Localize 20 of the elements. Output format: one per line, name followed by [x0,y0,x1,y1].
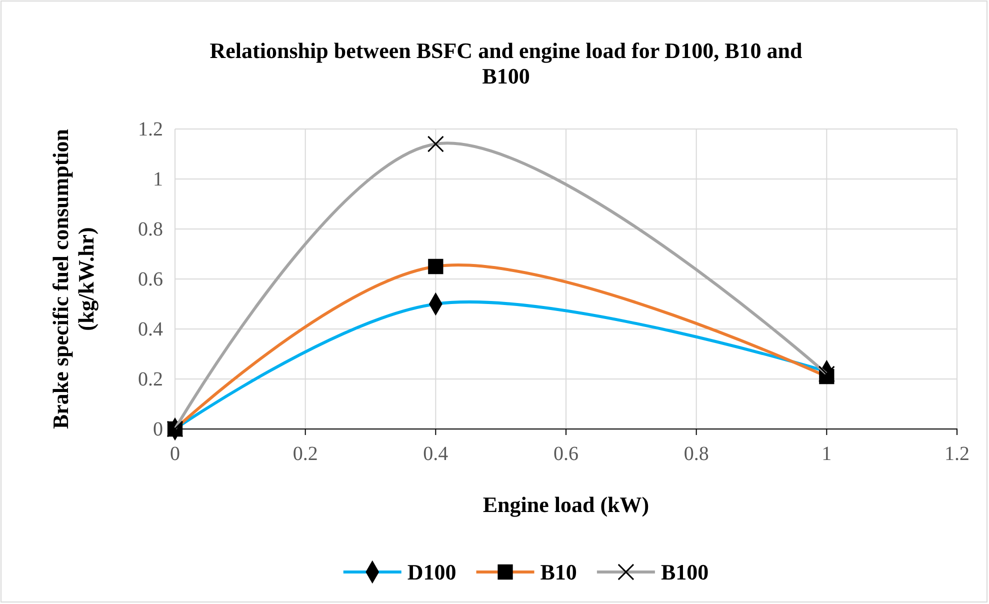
x-tick-label: 0 [170,443,180,465]
x-tick-label: 0.6 [554,443,578,465]
y-tick-label: 0.2 [138,368,163,390]
legend-label: D100 [407,560,456,585]
x-tick-label: 0.4 [423,443,448,465]
legend-label: B100 [660,560,709,585]
y-tick-label: 0.8 [138,218,163,240]
y-tick-label: 0.6 [138,268,163,290]
legend-label: B10 [540,560,577,585]
x-tick-label: 0.8 [684,443,709,465]
chart-title: Relationship between BSFC and engine load for D100, B10 and B100 [210,38,802,88]
y-tick-label: 0.4 [138,318,163,340]
x-axis-title: Engine load (kW) [482,492,650,517]
x-tick-label: 0.2 [292,443,318,465]
x-tick-label: 1.2 [944,443,970,465]
y-tick-label: 0 [153,418,163,440]
x-tick-label: 1 [822,443,832,465]
y-axis-title: Brake specific fuel consumption (kg/kW.hr) [48,128,98,430]
y-tick-label: 1 [153,168,163,190]
y-tick-label: 1.2 [138,118,163,140]
